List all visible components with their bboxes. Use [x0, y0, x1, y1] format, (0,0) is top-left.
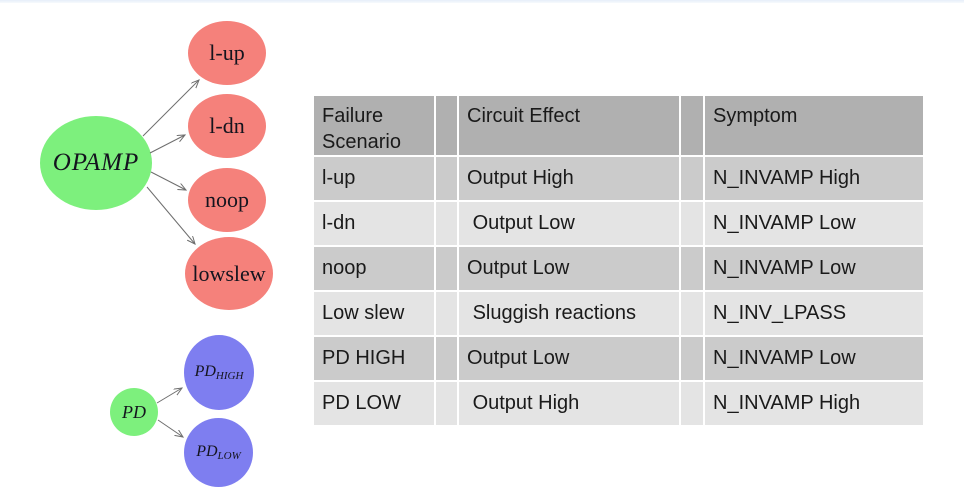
pd-high-label: PDHIGH	[194, 363, 244, 382]
diagram-node-pd-low: PDLOW	[184, 418, 253, 487]
table-cell-circuit-effect: Output Low	[459, 202, 679, 245]
header-spacer-cell	[681, 96, 703, 155]
top-edge-strip	[0, 0, 964, 3]
diagram-node-opamp: OPAMP	[40, 116, 152, 210]
table-cell-circuit-effect: Output Low	[459, 247, 679, 290]
column-header-failure-scenario: Failure Scenario	[314, 96, 434, 155]
spacer-cell	[681, 202, 703, 245]
table-cell-symptom: N_INVAMP High	[705, 382, 923, 425]
table-cell-symptom: N_INVAMP Low	[705, 337, 923, 380]
table-cell-circuit-effect: Output High	[459, 382, 679, 425]
table-cell-symptom: N_INVAMP Low	[705, 247, 923, 290]
diagram-node-pd-high: PDHIGH	[184, 335, 254, 410]
diagram-node-l-dn: l-dn	[188, 94, 266, 158]
spacer-cell	[681, 382, 703, 425]
spacer-cell	[681, 247, 703, 290]
table-cell-circuit-effect: Output Low	[459, 337, 679, 380]
column-header-circuit-effect: Circuit Effect	[459, 96, 679, 155]
table-cell-symptom: N_INVAMP High	[705, 157, 923, 200]
table-cell-failure-scenario: noop	[314, 247, 434, 290]
failure-table: Failure Scenario Circuit Effect Symptom …	[314, 96, 925, 425]
spacer-cell	[436, 202, 457, 245]
spacer-cell	[436, 247, 457, 290]
table-cell-failure-scenario: PD LOW	[314, 382, 434, 425]
header-spacer-cell	[436, 96, 457, 155]
table-cell-symptom: N_INV_LPASS	[705, 292, 923, 335]
spacer-cell	[436, 292, 457, 335]
spacer-cell	[681, 157, 703, 200]
arrow-opamp-to-l-dn	[149, 135, 185, 154]
table-cell-failure-scenario: PD HIGH	[314, 337, 434, 380]
table-cell-circuit-effect: Sluggish reactions	[459, 292, 679, 335]
arrow-pd-to-pd-high	[156, 388, 182, 404]
pd-low-label: PDLOW	[196, 443, 241, 462]
spacer-cell	[681, 292, 703, 335]
table-cell-circuit-effect: Output High	[459, 157, 679, 200]
spacer-cell	[681, 337, 703, 380]
table-cell-failure-scenario: Low slew	[314, 292, 434, 335]
arrow-pd-to-pd-low	[157, 419, 183, 437]
spacer-cell	[436, 337, 457, 380]
spacer-cell	[436, 382, 457, 425]
table-cell-symptom: N_INVAMP Low	[705, 202, 923, 245]
diagram-node-l-up: l-up	[188, 21, 266, 85]
table-cell-failure-scenario: l-dn	[314, 202, 434, 245]
spacer-cell	[436, 157, 457, 200]
diagram-node-noop: noop	[188, 168, 266, 232]
table-cell-failure-scenario: l-up	[314, 157, 434, 200]
column-header-symptom: Symptom	[705, 96, 923, 155]
diagram-node-pd: PD	[110, 388, 158, 436]
diagram-node-lowslew: lowslew	[185, 237, 273, 310]
arrow-opamp-to-noop	[150, 171, 186, 190]
